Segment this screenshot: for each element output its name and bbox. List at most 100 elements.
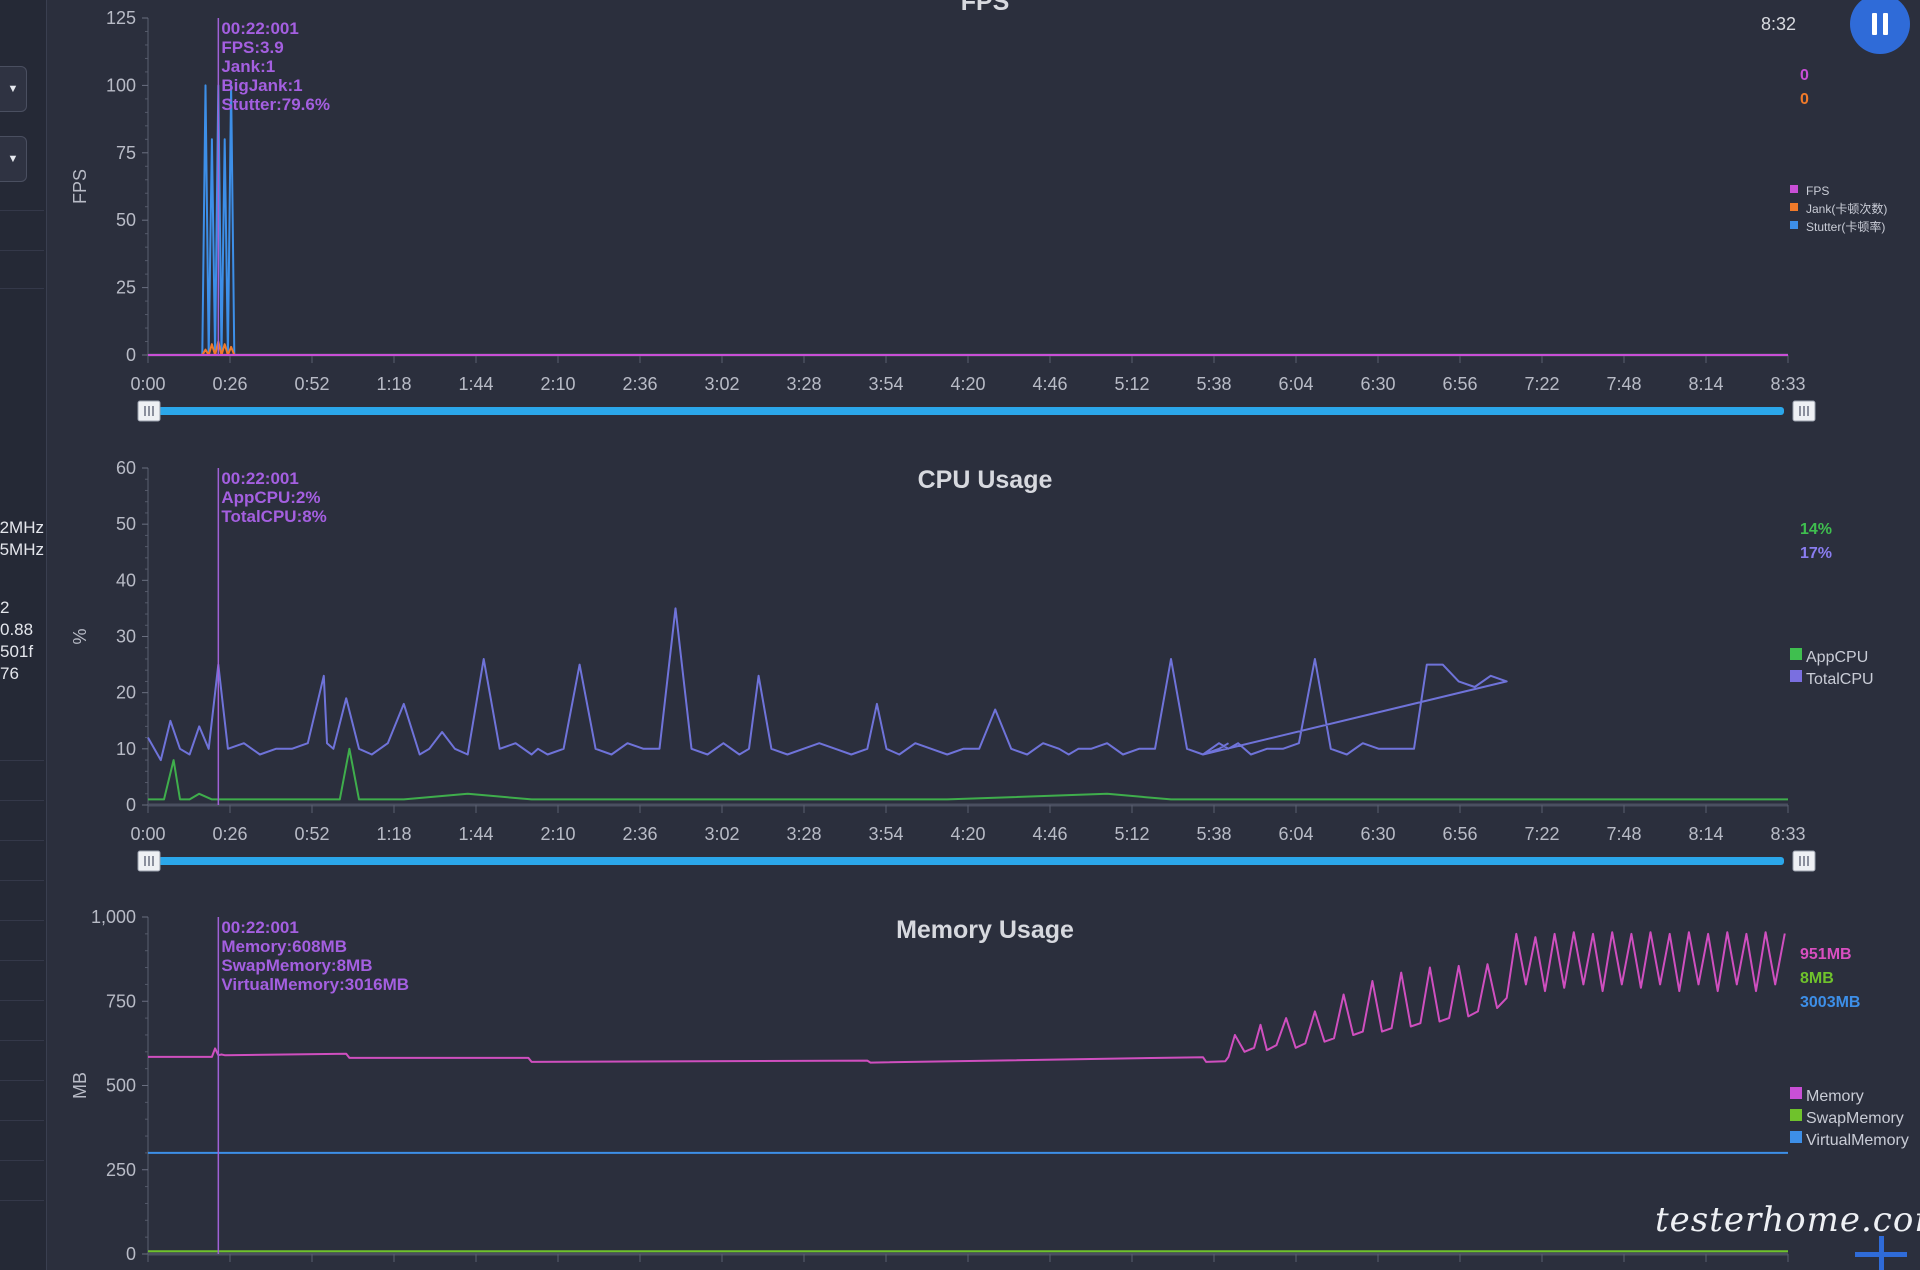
fps-cursor-label: BigJank:1 — [221, 76, 302, 95]
memory-cursor-label: VirtualMemory:3016MB — [221, 975, 409, 994]
fps-x-tick-label: 1:18 — [376, 374, 411, 394]
cpu-slider-handle-right[interactable] — [1792, 850, 1816, 872]
cpu-legend-swatch — [1790, 648, 1802, 660]
cpu-x-tick-label: 1:18 — [376, 824, 411, 844]
fps-x-tick-label: 6:56 — [1442, 374, 1477, 394]
cpu-y-tick-label: 0 — [126, 795, 136, 815]
fps-slider-handle-right[interactable] — [1792, 400, 1816, 422]
memory-cursor-label: SwapMemory:8MB — [221, 956, 372, 975]
memory-y-tick-label: 750 — [106, 991, 136, 1011]
fps-x-tick-label: 4:20 — [950, 374, 985, 394]
triangle-down-icon: ▼ — [7, 153, 19, 165]
fps-x-tick-label: 7:22 — [1524, 374, 1559, 394]
pause-icon — [1883, 13, 1888, 35]
sidebar-cpu-freq-2: 5MHz — [0, 540, 44, 559]
sidebar-divider — [0, 960, 44, 961]
triangle-down-icon: ▼ — [7, 83, 19, 95]
cpu-y-tick-label: 50 — [116, 514, 136, 534]
fps-current-value: 0 — [1800, 67, 1809, 84]
dropdown-1[interactable]: ▼ — [0, 66, 27, 112]
cpu-current-value: 14% — [1800, 521, 1832, 538]
cpu-x-tick-label: 1:44 — [458, 824, 493, 844]
cpu-y-tick-label: 40 — [116, 570, 136, 590]
fps-x-tick-label: 6:30 — [1360, 374, 1395, 394]
cpu-legend-label: AppCPU — [1806, 649, 1868, 666]
fps-y-tick-label: 75 — [116, 143, 136, 163]
cpu-x-tick-label: 2:36 — [622, 824, 657, 844]
fps-slider-handle-left[interactable] — [137, 400, 161, 422]
fps-x-tick-label: 6:04 — [1278, 374, 1313, 394]
cpu-current-value: 17% — [1800, 545, 1832, 562]
memory-chart-title: Memory Usage — [896, 916, 1074, 944]
sidebar-divider — [0, 920, 44, 921]
cpu-x-tick-label: 0:00 — [130, 824, 165, 844]
cpu-cursor-label: TotalCPU:8% — [221, 507, 326, 526]
fps-cursor-label: Jank:1 — [221, 57, 275, 76]
sidebar-divider — [0, 1200, 44, 1201]
cpu-cursor-label: 00:22:001 — [221, 469, 299, 488]
cpu-x-tick-label: 6:30 — [1360, 824, 1395, 844]
cpu-x-tick-label: 0:52 — [294, 824, 329, 844]
memory-legend-swatch — [1790, 1109, 1802, 1121]
cpu-range-slider — [158, 857, 1784, 865]
fps-x-tick-label: 0:00 — [130, 374, 165, 394]
memory-legend-swatch — [1790, 1131, 1802, 1143]
memory-y-tick-label: 1,000 — [91, 907, 136, 927]
sidebar-value-2: 0.88 — [0, 620, 34, 639]
plus-icon[interactable] — [1855, 1236, 1907, 1270]
memory-legend-label: SwapMemory — [1806, 1110, 1904, 1127]
sidebar-divider — [0, 760, 44, 761]
fps-x-tick-label: 3:28 — [786, 374, 821, 394]
memory-y-tick-label: 0 — [126, 1244, 136, 1264]
clock: 8:32 — [1760, 14, 1796, 34]
memory-current-value: 3003MB — [1800, 994, 1860, 1011]
fps-x-tick-label: 8:33 — [1770, 374, 1805, 394]
memory-current-value: 8MB — [1800, 970, 1834, 987]
sidebar-value-4: 76 — [0, 664, 19, 683]
fps-chart-title: FPS — [961, 0, 1010, 16]
cpu-x-tick-label: 7:48 — [1606, 824, 1641, 844]
fps-x-tick-label: 0:26 — [212, 374, 247, 394]
fps-range-slider — [158, 407, 1784, 415]
sidebar-divider — [0, 250, 44, 251]
fps-y-tick-label: 100 — [106, 75, 136, 95]
cpu-x-tick-label: 8:33 — [1770, 824, 1805, 844]
fps-x-tick-label: 8:14 — [1688, 374, 1723, 394]
fps-x-tick-label: 2:10 — [540, 374, 575, 394]
fps-series-stutter — [148, 84, 1788, 356]
fps-legend-label: FPS — [1806, 184, 1829, 198]
cpu-x-tick-label: 6:04 — [1278, 824, 1313, 844]
cpu-legend-label: TotalCPU — [1806, 671, 1874, 688]
sidebar-divider — [0, 1040, 44, 1041]
fps-x-tick-label: 0:52 — [294, 374, 329, 394]
fps-y-tick-label: 0 — [126, 345, 136, 365]
pause-button[interactable] — [1850, 0, 1910, 54]
cpu-cursor-label: AppCPU:2% — [221, 488, 320, 507]
cpu-y-tick-label: 60 — [116, 458, 136, 478]
cpu-x-tick-label: 5:12 — [1114, 824, 1149, 844]
sidebar-divider — [0, 1120, 44, 1121]
fps-x-tick-label: 4:46 — [1032, 374, 1067, 394]
fps-legend-label: Stutter(卡顿率) — [1806, 219, 1885, 234]
fps-y-tick-label: 125 — [106, 8, 136, 28]
cpu-chart-title: CPU Usage — [918, 466, 1053, 494]
memory-y-tick-label: 500 — [106, 1076, 136, 1096]
cpu-x-tick-label: 5:38 — [1196, 824, 1231, 844]
fps-x-tick-label: 5:12 — [1114, 374, 1149, 394]
cpu-slider-handle-left[interactable] — [137, 850, 161, 872]
cpu-x-tick-label: 7:22 — [1524, 824, 1559, 844]
cpu-y-axis-label: % — [70, 628, 90, 644]
cpu-x-tick-label: 4:20 — [950, 824, 985, 844]
cpu-x-tick-label: 6:56 — [1442, 824, 1477, 844]
watermark: testerhome.com — [1655, 1200, 1920, 1240]
fps-legend-swatch — [1790, 203, 1798, 211]
fps-legend-swatch — [1790, 221, 1798, 229]
dropdown-2[interactable]: ▼ — [0, 136, 27, 182]
memory-legend-label: VirtualMemory — [1806, 1132, 1909, 1149]
memory-cursor-label: 00:22:001 — [221, 918, 299, 937]
cpu-x-tick-label: 3:54 — [868, 824, 903, 844]
fps-current-value: 0 — [1800, 91, 1809, 108]
cpu-x-tick-label: 2:10 — [540, 824, 575, 844]
memory-y-tick-label: 250 — [106, 1160, 136, 1180]
